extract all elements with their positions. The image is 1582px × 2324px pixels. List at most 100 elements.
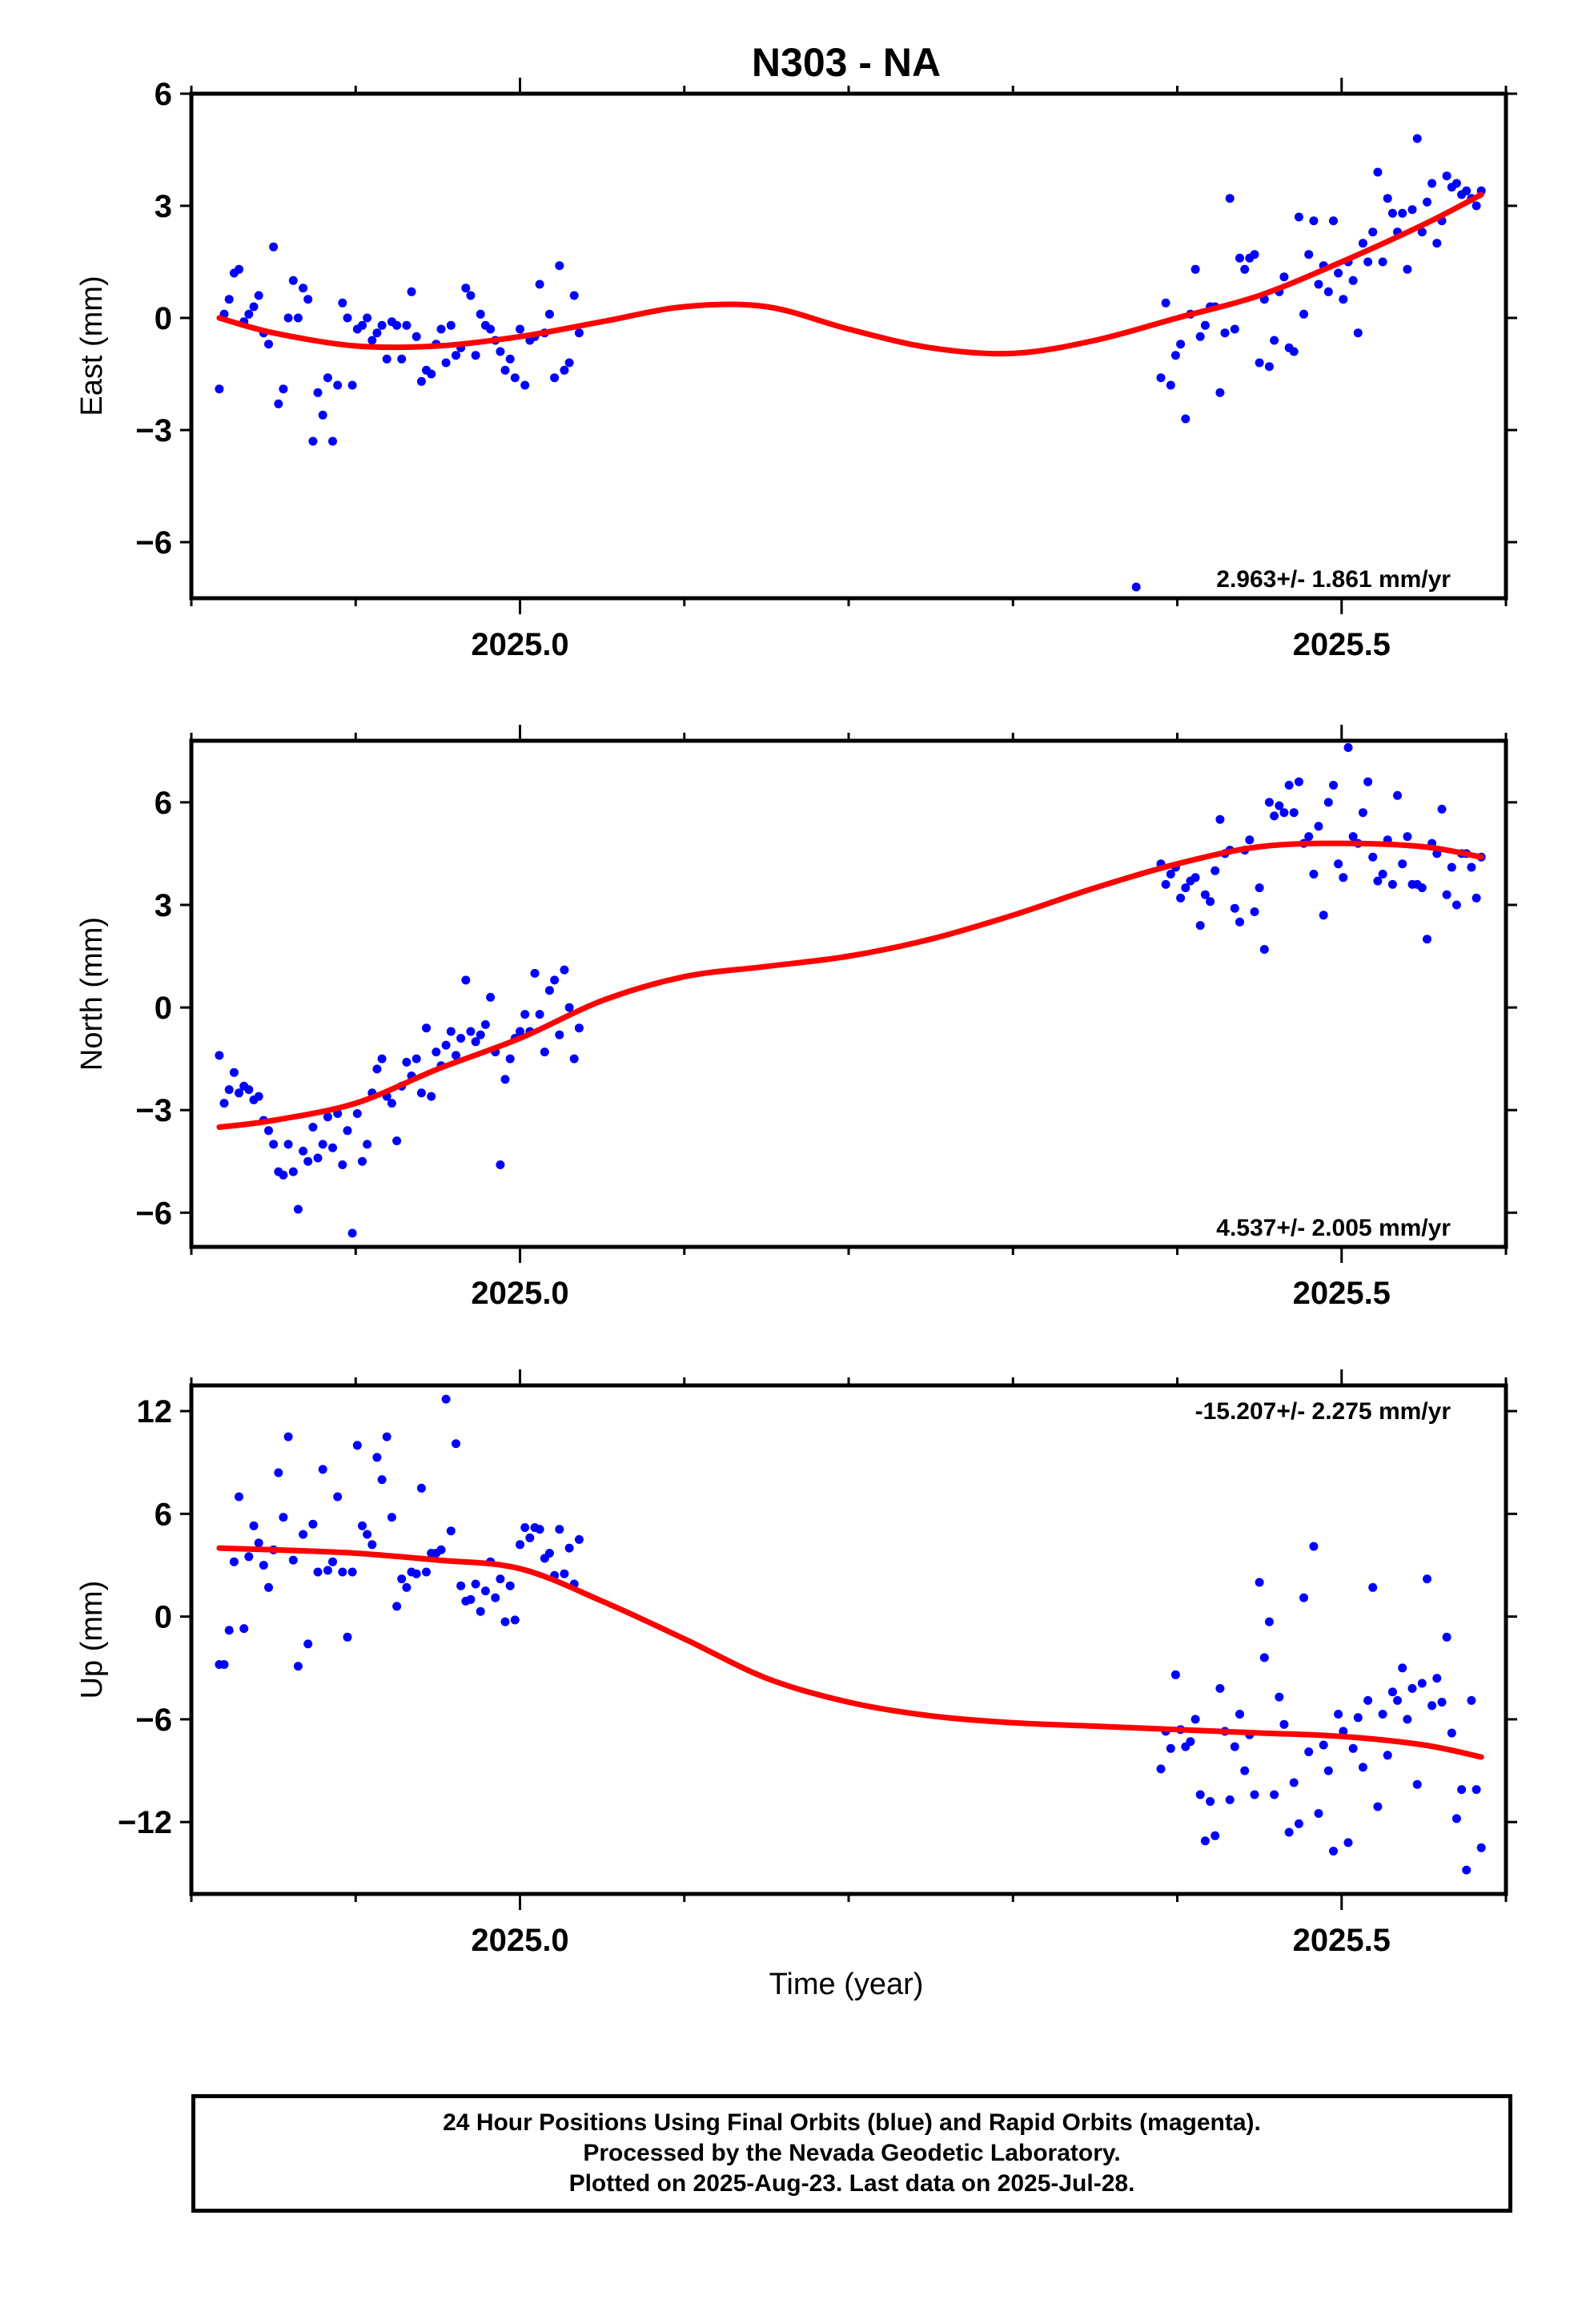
data-point [1423, 1574, 1431, 1584]
data-point [1206, 897, 1215, 907]
data-point [1314, 279, 1323, 289]
data-point [347, 380, 357, 390]
y-tick-label: 6 [155, 786, 172, 821]
data-point [1358, 808, 1367, 818]
data-point [1186, 1737, 1195, 1747]
data-point [1462, 186, 1472, 195]
x-tick-label: 2025.5 [1293, 1923, 1391, 1958]
data-point [402, 1057, 412, 1067]
data-point [224, 1085, 234, 1095]
data-point [1442, 171, 1452, 181]
data-point [516, 324, 524, 334]
data-point [303, 1156, 313, 1166]
data-point [1348, 832, 1358, 842]
data-point [1476, 1843, 1486, 1852]
data-point [1195, 921, 1205, 931]
data-point [407, 287, 416, 296]
data-point [259, 1561, 268, 1570]
data-point [347, 1567, 357, 1577]
data-point [338, 298, 347, 308]
data-point [1294, 777, 1303, 786]
data-point [560, 365, 569, 375]
velocity-annotation: -15.207+/- 2.275 mm/yr [1195, 1398, 1452, 1425]
y-tick-label: −3 [135, 413, 172, 448]
data-point [1339, 295, 1348, 304]
trend-fit-line [216, 840, 1484, 1130]
trend-fit-line [216, 191, 1484, 357]
data-point [382, 354, 391, 364]
data-point [1211, 866, 1220, 875]
panel-1: 6 3 0 −3 −6 2025.0 2025.5 East (mm) 2.963+/- 1.8… [75, 77, 1517, 662]
data-point [560, 965, 569, 975]
panel-2: 6 3 0 −3 −6 2025.0 2025.5 North (mm) 4.537+/- 2.… [75, 725, 1517, 1311]
y-tick-label: 3 [155, 189, 172, 224]
data-point [363, 1140, 372, 1149]
data-point [1299, 1593, 1308, 1602]
data-point [1270, 336, 1279, 345]
data-point [1323, 287, 1333, 296]
data-point [486, 992, 496, 1002]
x-tick-label: 2025.0 [471, 1923, 568, 1958]
data-point [244, 309, 254, 319]
data-point [1230, 903, 1239, 913]
data-point [1417, 1679, 1427, 1688]
data-point [1368, 227, 1378, 237]
data-point [1200, 320, 1210, 330]
data-point [1161, 298, 1170, 308]
data-point [1432, 1674, 1442, 1683]
data-point [299, 1146, 308, 1156]
data-point [1156, 373, 1166, 383]
data-point [496, 1160, 505, 1169]
data-point [461, 975, 471, 985]
data-point [363, 1530, 372, 1539]
data-point [1289, 808, 1299, 818]
data-point [491, 1593, 500, 1602]
data-point [516, 1540, 524, 1550]
data-point [229, 1557, 239, 1566]
data-point [1452, 1814, 1461, 1823]
data-point [377, 1054, 387, 1063]
velocity-annotation: 2.963+/- 1.861 mm/yr [1216, 566, 1451, 593]
data-point [496, 347, 505, 356]
data-point [1472, 201, 1481, 211]
data-point [456, 1034, 466, 1043]
data-point [1472, 1785, 1481, 1795]
data-point [372, 328, 382, 338]
data-point [1437, 804, 1447, 814]
data-point [550, 373, 560, 383]
data-point [1452, 900, 1461, 910]
chart-title: N303 - NA [752, 40, 941, 85]
data-point [318, 1465, 327, 1474]
y-tick-label: −12 [118, 1805, 172, 1840]
data-point [569, 1054, 579, 1063]
data-point [1304, 250, 1314, 259]
data-point [254, 1092, 263, 1101]
data-point [520, 1010, 530, 1019]
data-point [333, 1492, 343, 1502]
data-point [303, 295, 313, 304]
data-point [1270, 1790, 1279, 1799]
data-point [1156, 1764, 1166, 1774]
data-point [1166, 870, 1175, 879]
data-point [372, 1453, 382, 1462]
data-point [402, 320, 412, 330]
data-point [224, 1626, 234, 1635]
data-point [358, 320, 367, 330]
data-point [392, 320, 402, 330]
y-tick-label: 3 [155, 888, 172, 923]
data-point [560, 1569, 569, 1578]
data-point [422, 1567, 431, 1577]
data-point [1200, 890, 1210, 899]
data-point [422, 1023, 431, 1033]
data-point [299, 283, 308, 293]
data-point [1403, 832, 1412, 842]
data-point [279, 1170, 288, 1180]
data-point [1368, 1582, 1378, 1592]
data-point [367, 1540, 377, 1550]
data-point [333, 380, 343, 390]
y-tick-label: 12 [137, 1394, 173, 1429]
data-point [387, 1513, 396, 1522]
data-point [1259, 1653, 1269, 1663]
data-point [1191, 1715, 1200, 1724]
data-point [1279, 808, 1289, 818]
